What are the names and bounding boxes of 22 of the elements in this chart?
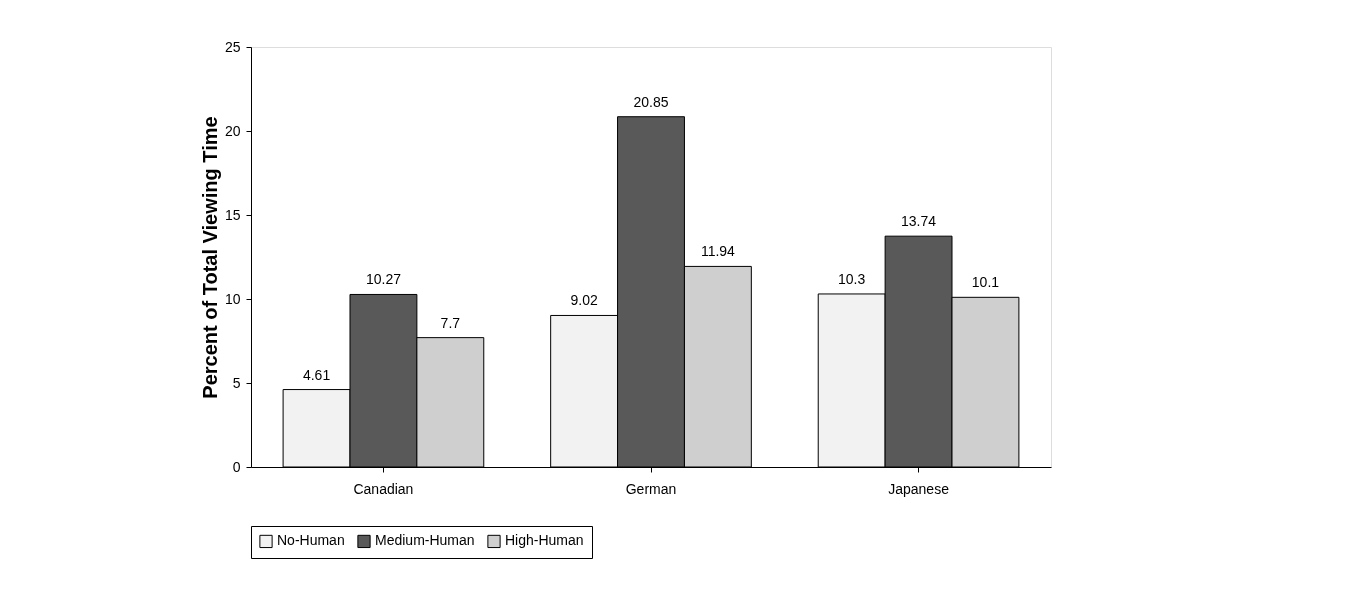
data-label: 10.27 [365,271,402,288]
data-label: 11.94 [700,243,736,260]
data-label: 10.1 [971,274,1000,291]
data-label: 20.85 [633,93,669,110]
data-label: 10.3 [838,270,866,287]
y-tick-label: 25 [224,38,241,55]
y-axis-title: Percent of Total Viewing Time [198,116,221,399]
x-tick-label: Japanese [888,480,950,497]
x-tick-label: German [625,480,677,497]
y-tick-label: 10 [224,290,241,307]
x-tick-label: Canadian [353,480,414,497]
y-tick-label: 15 [224,206,241,223]
legend-label: High-Human [505,532,584,549]
y-tick-label: 5 [232,374,241,391]
legend-label: No-Human [277,532,345,549]
legend-label: Medium-Human [375,532,475,549]
data-label: 13.74 [901,213,937,230]
y-tick-label: 0 [232,458,241,475]
data-label: 9.02 [570,292,598,309]
data-label: 4.61 [302,366,331,383]
data-label: 7.7 [440,314,461,331]
y-tick-label: 20 [224,122,241,139]
